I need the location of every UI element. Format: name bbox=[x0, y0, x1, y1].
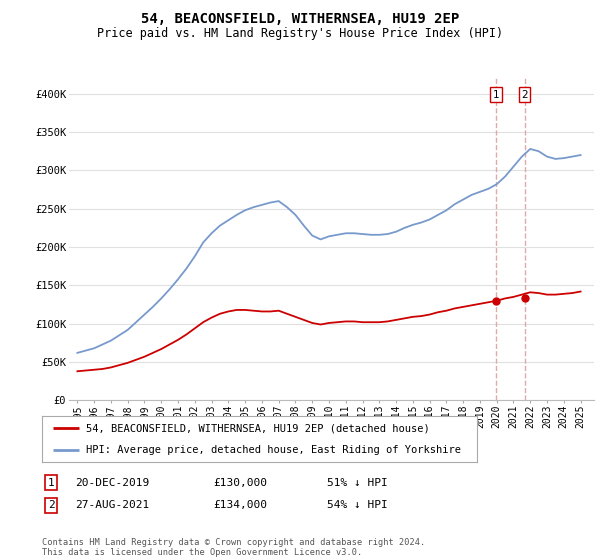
Text: 27-AUG-2021: 27-AUG-2021 bbox=[75, 500, 149, 510]
Text: 54, BEACONSFIELD, WITHERNSEA, HU19 2EP: 54, BEACONSFIELD, WITHERNSEA, HU19 2EP bbox=[141, 12, 459, 26]
Text: 54, BEACONSFIELD, WITHERNSEA, HU19 2EP (detached house): 54, BEACONSFIELD, WITHERNSEA, HU19 2EP (… bbox=[86, 423, 429, 433]
Text: Price paid vs. HM Land Registry's House Price Index (HPI): Price paid vs. HM Land Registry's House … bbox=[97, 27, 503, 40]
Text: 1: 1 bbox=[493, 90, 500, 100]
Point bbox=[520, 293, 529, 302]
Text: £134,000: £134,000 bbox=[213, 500, 267, 510]
Text: £130,000: £130,000 bbox=[213, 478, 267, 488]
Text: Contains HM Land Registry data © Crown copyright and database right 2024.
This d: Contains HM Land Registry data © Crown c… bbox=[42, 538, 425, 557]
Text: HPI: Average price, detached house, East Riding of Yorkshire: HPI: Average price, detached house, East… bbox=[86, 445, 461, 455]
Text: 20-DEC-2019: 20-DEC-2019 bbox=[75, 478, 149, 488]
Text: 51% ↓ HPI: 51% ↓ HPI bbox=[327, 478, 388, 488]
Point bbox=[491, 296, 501, 305]
Text: 2: 2 bbox=[47, 500, 55, 510]
Text: 2: 2 bbox=[521, 90, 528, 100]
Text: 1: 1 bbox=[47, 478, 55, 488]
Text: 54% ↓ HPI: 54% ↓ HPI bbox=[327, 500, 388, 510]
